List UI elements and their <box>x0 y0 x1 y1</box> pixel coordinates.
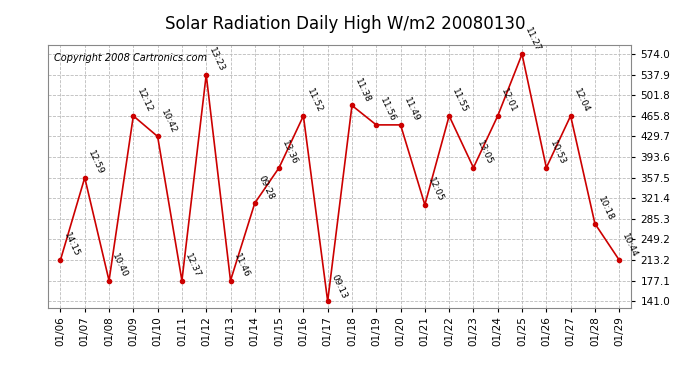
Text: 12:05: 12:05 <box>426 176 445 203</box>
Text: 11:52: 11:52 <box>305 87 324 114</box>
Text: Solar Radiation Daily High W/m2 20080130: Solar Radiation Daily High W/m2 20080130 <box>165 15 525 33</box>
Text: 10:18: 10:18 <box>596 195 615 222</box>
Text: 11:55: 11:55 <box>451 87 470 114</box>
Text: 13:36: 13:36 <box>280 139 299 166</box>
Text: 11:56: 11:56 <box>377 96 397 123</box>
Text: 12:01: 12:01 <box>499 87 518 114</box>
Text: 10:53: 10:53 <box>548 139 566 166</box>
Text: 11:38: 11:38 <box>353 77 373 104</box>
Text: 10:44: 10:44 <box>620 232 640 259</box>
Text: 11:49: 11:49 <box>402 96 421 123</box>
Text: 12:37: 12:37 <box>184 252 202 279</box>
Text: 14:15: 14:15 <box>62 231 81 259</box>
Text: Copyright 2008 Cartronics.com: Copyright 2008 Cartronics.com <box>54 53 207 63</box>
Text: 11:27: 11:27 <box>524 26 542 53</box>
Text: 09:28: 09:28 <box>256 174 275 202</box>
Text: 12:59: 12:59 <box>86 149 105 176</box>
Text: 09:13: 09:13 <box>329 273 348 300</box>
Text: 10:40: 10:40 <box>110 252 130 279</box>
Text: 13:23: 13:23 <box>208 46 226 74</box>
Text: 10:42: 10:42 <box>159 108 178 135</box>
Text: 12:04: 12:04 <box>572 87 591 114</box>
Text: 11:46: 11:46 <box>232 252 251 279</box>
Text: 13:05: 13:05 <box>475 139 494 166</box>
Text: 12:12: 12:12 <box>135 87 154 114</box>
